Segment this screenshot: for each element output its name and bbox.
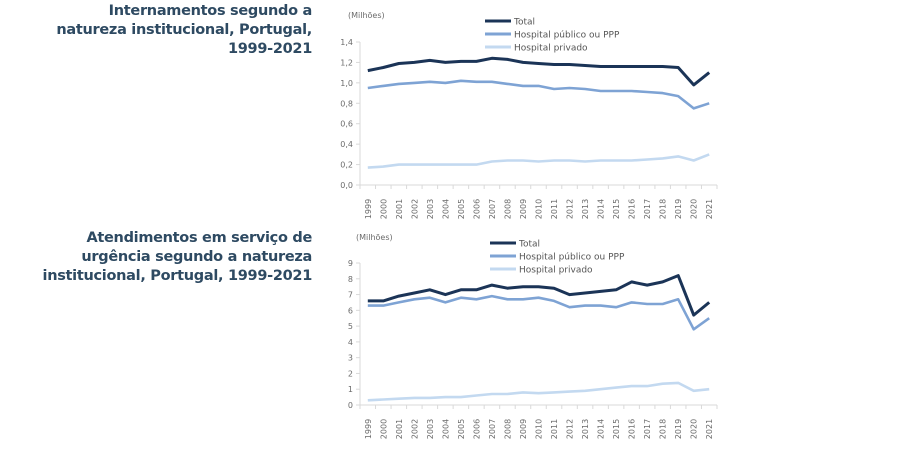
series-line-total (367, 274, 711, 317)
x-tick-label: 2013 (581, 419, 590, 439)
x-tick-label: 2010 (535, 419, 544, 439)
y-tick-label: 0,4 (340, 140, 353, 149)
x-tick-label: 2020 (690, 199, 699, 219)
y-tick-label: 0,2 (340, 161, 353, 170)
x-tick-label: 2008 (503, 199, 512, 219)
y-tick-label: 7 (348, 291, 353, 300)
legend-label-publico: Hospital público ou PPP (519, 253, 625, 263)
x-tick-label: 2002 (410, 199, 419, 219)
y-tick-label: 0,0 (340, 181, 353, 190)
x-tick-label: 2005 (457, 199, 466, 219)
x-tick-label: 2019 (674, 419, 683, 439)
x-tick-label: 2016 (628, 199, 637, 219)
x-tick-label: 2020 (690, 419, 699, 439)
x-tick-label: 2008 (503, 419, 512, 439)
y-tick-label: 1 (348, 385, 353, 394)
series-line-publico (367, 294, 710, 331)
y-tick-label: 9 (348, 259, 353, 268)
y-tick-label: 0 (348, 401, 353, 410)
x-tick-label: 2000 (379, 199, 388, 219)
y-tick-label: 0,6 (340, 120, 353, 129)
legend-label-privado: Hospital privado (514, 44, 588, 54)
unit-label: (Milhões) (356, 233, 393, 242)
x-tick-label: 2002 (410, 419, 419, 439)
x-tick-label: 2012 (566, 419, 575, 439)
y-tick-label: 6 (348, 306, 353, 315)
y-tick-label: 1,0 (340, 79, 353, 88)
x-tick-label: 2006 (472, 199, 481, 219)
x-tick-label: 2012 (566, 199, 575, 219)
x-tick-label: 2011 (550, 199, 559, 219)
y-tick-label: 2 (348, 369, 353, 378)
y-tick-label: 1,2 (340, 58, 353, 67)
x-tick-label: 2015 (612, 419, 621, 439)
x-tick-label: 2011 (550, 419, 559, 439)
chart1-title: Internamentos segundo a natureza institu… (56, 3, 312, 57)
y-tick-label: 5 (348, 322, 353, 331)
x-tick-label: 1999 (364, 419, 373, 439)
unit-label: (Milhões) (348, 11, 385, 20)
x-tick-label: 2001 (395, 199, 404, 219)
y-tick-label: 3 (348, 354, 353, 363)
x-tick-label: 2003 (426, 199, 435, 219)
chart2-title: Atendimentos em serviço de urgência segu… (42, 230, 313, 284)
x-tick-label: 2021 (705, 199, 714, 219)
x-tick-label: 1999 (364, 199, 373, 219)
x-tick-label: 2016 (628, 419, 637, 439)
legend-label-privado: Hospital privado (519, 266, 593, 276)
x-tick-label: 2003 (426, 419, 435, 439)
legend-label-publico: Hospital público ou PPP (514, 31, 620, 41)
x-tick-label: 2018 (659, 199, 668, 219)
x-tick-label: 2021 (705, 419, 714, 439)
x-tick-label: 2014 (597, 199, 606, 219)
x-tick-label: 2014 (597, 419, 606, 439)
legend-label-total: Total (518, 240, 540, 250)
x-tick-label: 2017 (643, 419, 652, 439)
x-tick-label: 2007 (488, 419, 497, 439)
x-tick-label: 2004 (441, 419, 450, 439)
x-tick-label: 2006 (472, 419, 481, 439)
y-tick-label: 4 (348, 338, 353, 347)
x-tick-label: 2007 (488, 199, 497, 219)
x-tick-label: 2009 (519, 419, 528, 439)
x-tick-label: 2010 (535, 199, 544, 219)
x-tick-label: 2017 (643, 199, 652, 219)
y-tick-label: 1,4 (340, 38, 353, 47)
x-tick-label: 2005 (457, 419, 466, 439)
legend-label-total: Total (513, 18, 535, 28)
y-tick-label: 8 (348, 275, 353, 284)
x-tick-label: 2001 (395, 419, 404, 439)
x-tick-label: 2004 (441, 199, 450, 219)
x-tick-label: 2000 (379, 419, 388, 439)
chart1-internamentos: (Milhões) 0,0 0,2 0,4 0,6 0,8 1,0 1,2 1,4 1999 200… (340, 11, 718, 219)
x-tick-label: 2013 (581, 199, 590, 219)
x-tick-label: 2018 (659, 419, 668, 439)
x-tick-label: 2015 (612, 199, 621, 219)
y-tick-label: 0,8 (340, 99, 353, 108)
x-tick-label: 2009 (519, 199, 528, 219)
series-line-privado (367, 381, 710, 402)
x-tick-label: 2019 (674, 199, 683, 219)
